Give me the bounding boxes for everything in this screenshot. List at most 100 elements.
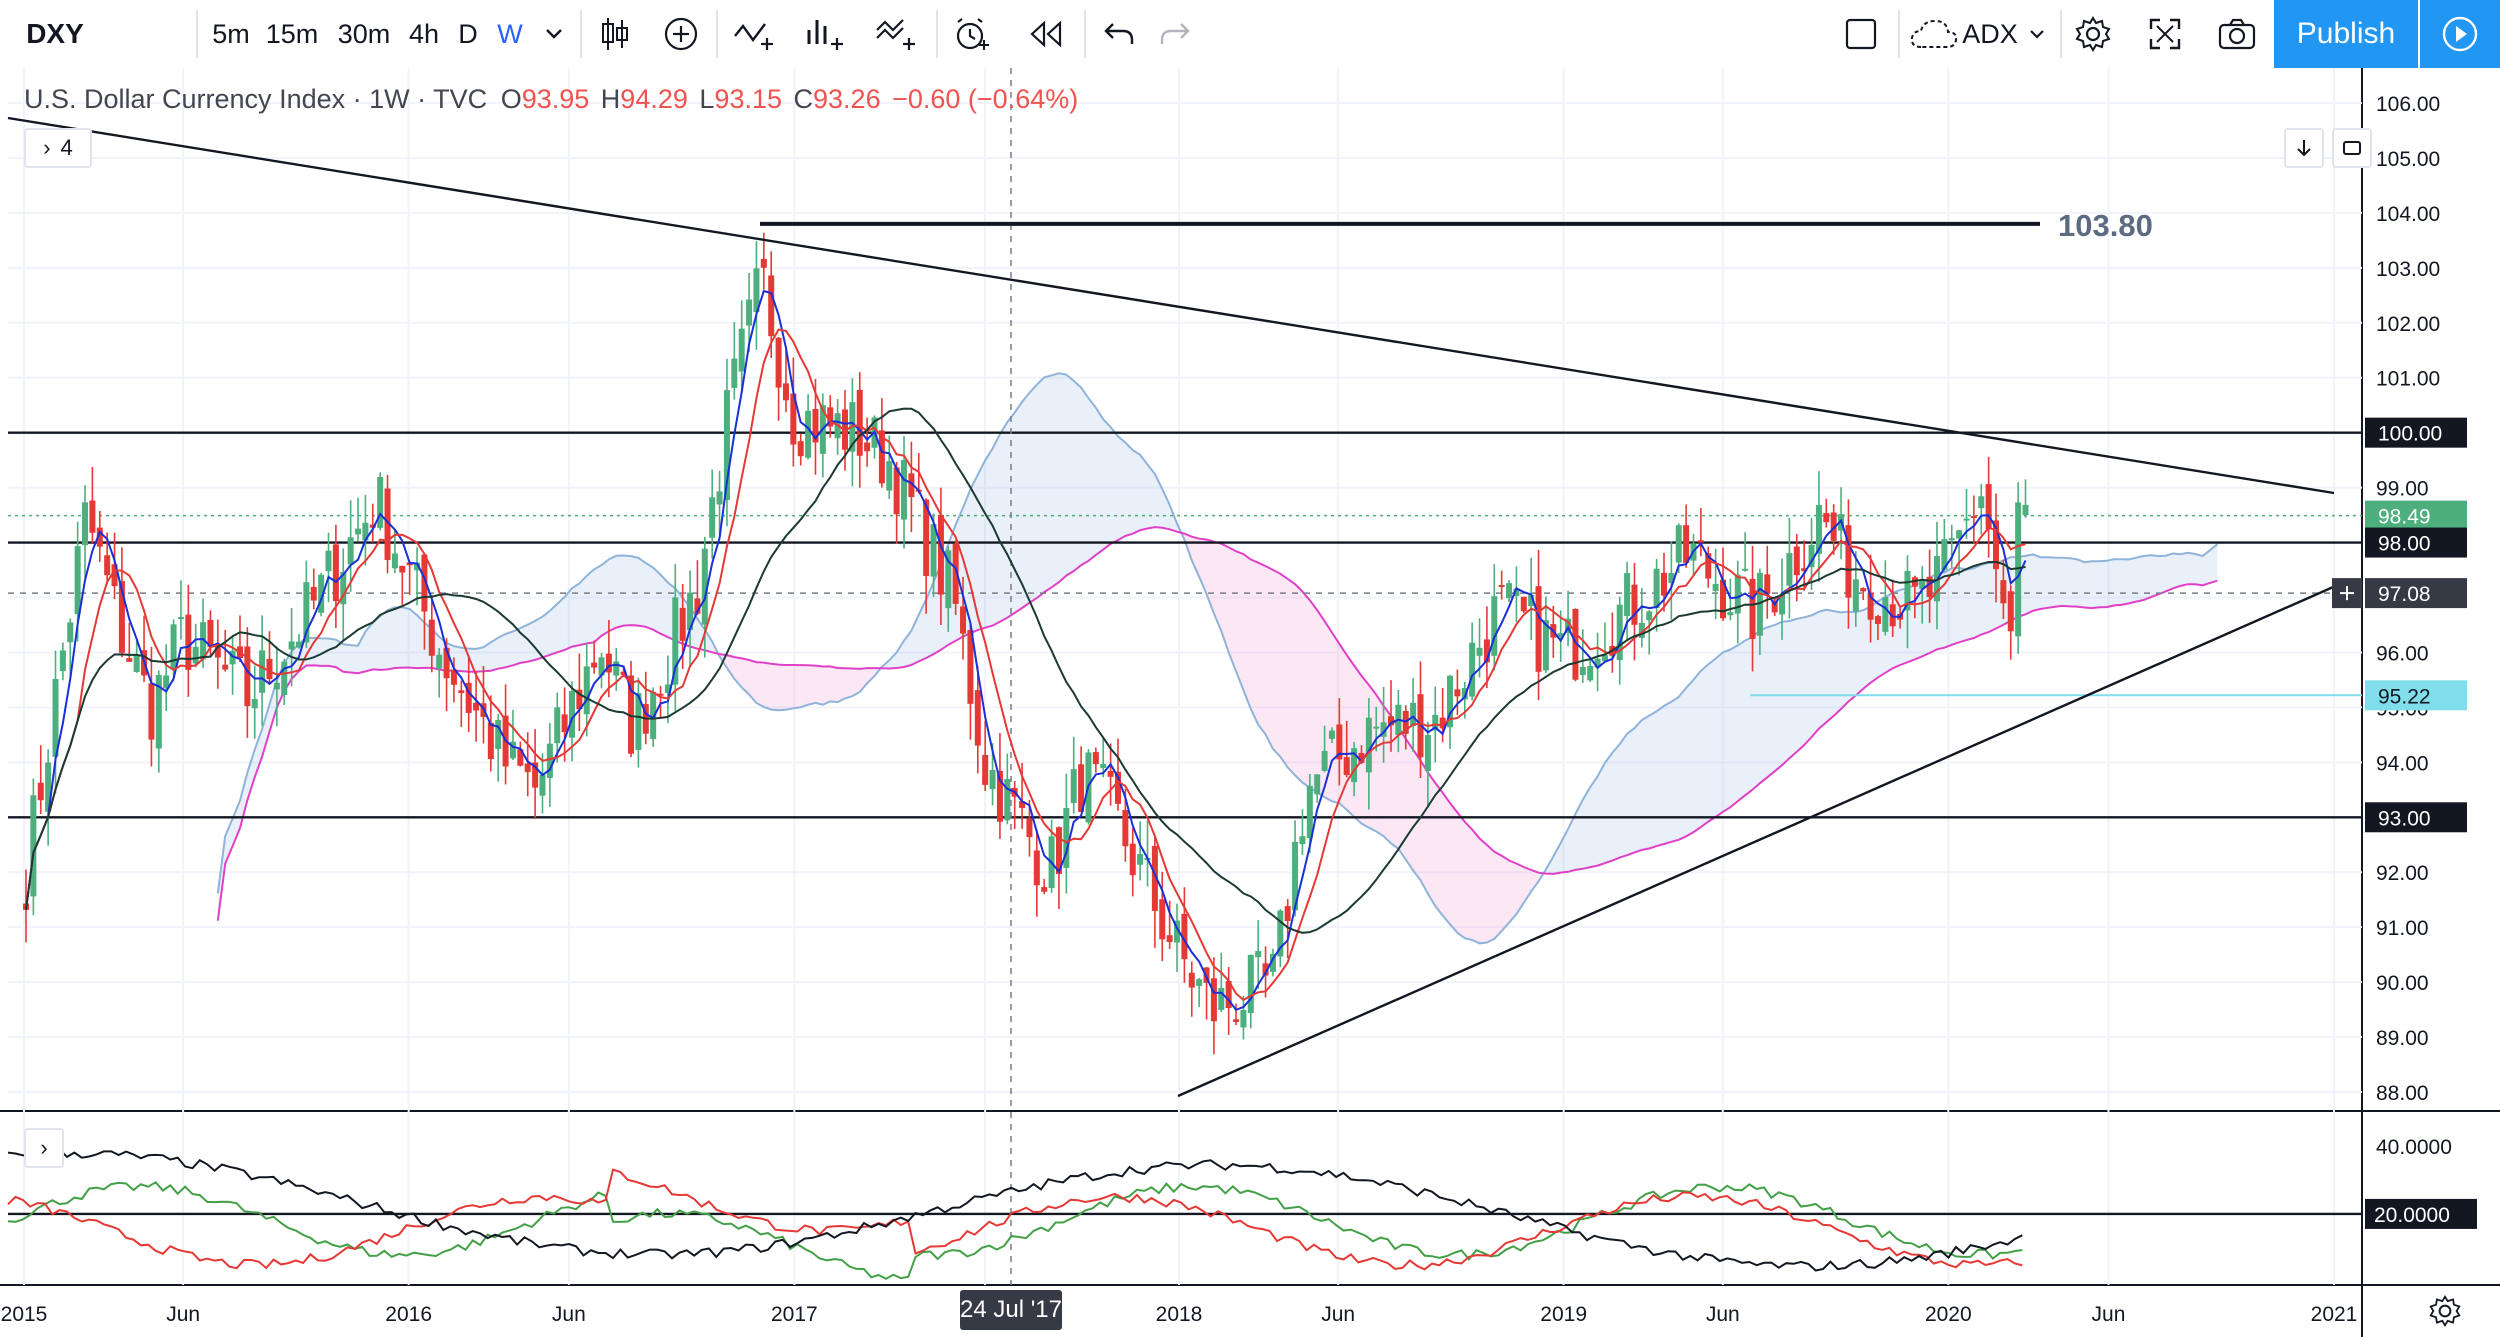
candle-body [1454,689,1461,697]
cloud-segment [1036,377,1045,599]
cloud-segment [1302,591,1310,788]
restore-icon[interactable] [2332,128,2372,168]
price-tag-bg [2365,527,2467,558]
templates-icon[interactable] [870,0,924,68]
price-tag-bg [2365,578,2467,609]
timeframe-d[interactable]: D [458,18,478,49]
timeframe-w[interactable]: W [497,18,523,49]
candles-icon[interactable] [590,0,640,68]
redo-icon[interactable] [1150,0,1200,68]
undo-icon[interactable] [1094,0,1144,68]
chevron-right-icon: › [43,135,51,160]
candle-body [214,643,221,658]
cloud-segment [844,668,853,699]
candle-body [1919,580,1926,589]
time-tick-label: Jun [1706,1303,1740,1326]
replay-icon[interactable] [1020,0,1072,68]
alert-icon[interactable] [946,0,998,68]
candle-body [332,544,339,602]
cloud-segment [1723,649,1731,812]
symbol-search[interactable]: DXY [26,18,84,49]
cloud-segment [1973,564,1982,639]
price-chart[interactable]: 103.80 106.00 105.00 104.00 103.00 102.00 101… [0,68,2500,1337]
cloud-segment [1044,375,1052,593]
time-tick-label: Jun [1321,1303,1355,1326]
candle-body [74,546,81,615]
cloud-segment [1671,696,1679,842]
cloud-segment [1014,401,1023,613]
play-icon[interactable] [2420,0,2500,68]
camera-icon[interactable] [2212,0,2262,68]
candle-body [1734,574,1741,614]
timeframe-15m[interactable]: 15m [265,18,319,49]
cloud-segment [704,629,713,653]
timeframe-30m[interactable]: 30m [337,18,391,49]
indicators-icon[interactable] [728,0,782,68]
horizontal-levels [8,68,2362,1285]
timeframe-5m[interactable]: 5m [212,18,250,49]
candle-body [1786,553,1793,586]
cloud-segment [985,448,993,628]
candle-body [1380,722,1387,737]
cloud-segment [2062,557,2070,607]
timeframe-4h[interactable]: 4h [408,18,440,49]
candle-body [1749,578,1756,639]
candle-body [118,581,125,653]
candle-body [1137,854,1144,865]
cloud-segment [1295,584,1303,783]
chevron-down-icon[interactable] [2024,0,2050,68]
fullscreen-icon[interactable] [2140,0,2190,68]
ma-slow [25,407,2026,934]
financials-icon[interactable] [798,0,852,68]
candle-body [1129,843,1136,876]
candle-body [1004,778,1011,821]
cloud-segment [2165,553,2174,592]
publish-button[interactable]: Publish [2274,0,2418,68]
candle-body [753,268,760,313]
candle-body [687,592,694,631]
cloud-segment [1509,860,1517,923]
gear-icon[interactable] [2068,0,2118,68]
candle-body [1410,702,1417,726]
cloud-segment [1405,738,1414,871]
cloud-segment [350,645,359,674]
cloud-segment [1376,694,1384,837]
cloud-segment [1398,727,1406,860]
candle-body [1188,972,1195,988]
cloud-segment [1944,568,1952,648]
candle-body [1985,484,1992,530]
price-tick-label: 99.00 [2376,478,2429,501]
layout-icon[interactable] [1836,0,1886,68]
gear-icon[interactable] [2420,1288,2470,1334]
candle-body [1801,568,1808,572]
cloud-segment [800,665,809,708]
candle-body [841,409,848,450]
indicator-selector[interactable]: ADX [1962,18,2018,49]
cloud-segment [1826,609,1834,723]
candle-body [421,554,428,612]
candle-body [1424,735,1431,771]
candle-body [738,328,745,372]
scroll-down-icon[interactable] [2284,128,2324,168]
candle-body [273,682,280,690]
chevron-down-icon[interactable] [536,0,572,68]
cloud-segment [1265,566,1273,749]
candle-body [163,675,170,689]
candle-body [244,646,251,707]
adx-line [7,1148,2023,1272]
cloud-icon[interactable] [1906,0,1962,68]
candle-body [878,430,885,484]
adx-collapse-button[interactable]: › [24,1128,64,1168]
candle-body [185,614,192,670]
candle-body [930,524,937,577]
add-icon[interactable] [656,0,706,68]
price-tag-bg [2365,680,2467,711]
indicators-collapse-button[interactable]: › 4 [24,128,92,168]
cloud-segment [1280,573,1288,768]
cloud-segment [557,596,565,653]
candle-body [797,441,804,457]
candle-body [1174,920,1181,943]
cloud-segment [1228,547,1237,672]
cloud-segment [549,604,558,655]
cloud-segment [771,663,779,711]
